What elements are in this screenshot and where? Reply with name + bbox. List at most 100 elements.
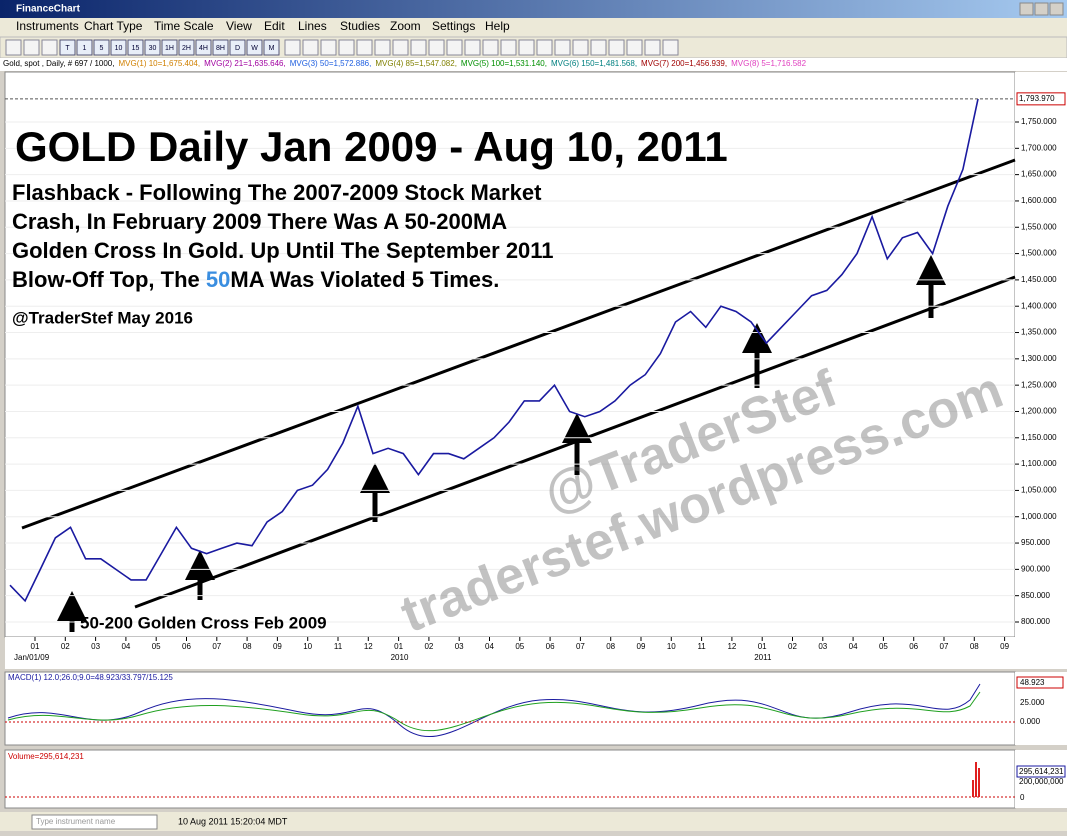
x-tick-label: 05	[879, 642, 888, 651]
tool-button[interactable]	[284, 39, 301, 56]
tool-button[interactable]	[500, 39, 517, 56]
tool-button[interactable]	[178, 39, 195, 56]
chart-title: GOLD Daily Jan 2009 - Aug 10, 2011	[15, 123, 728, 170]
menu-item[interactable]: Edit	[264, 19, 285, 33]
x-tick-label: 04	[849, 642, 858, 651]
x-tick-label: 06	[182, 642, 191, 651]
volume-label: Volume=295,614,231	[8, 752, 84, 761]
instrument-input[interactable]	[31, 814, 158, 830]
menu-item[interactable]: Zoom	[390, 19, 421, 33]
tool-button[interactable]	[195, 39, 212, 56]
x-tick-label: 04	[121, 642, 130, 651]
tool-button[interactable]	[263, 39, 280, 56]
info-item: MVG(7) 200=1,456.939,	[641, 59, 727, 68]
menu-item[interactable]: Chart Type	[84, 19, 143, 33]
subtitle-part: 50	[206, 267, 230, 292]
tool-button[interactable]	[536, 39, 553, 56]
menu-bar	[0, 18, 1067, 37]
tool-button[interactable]	[127, 39, 144, 56]
info-item: MVG(1) 10=1,675.404,	[118, 59, 200, 68]
x-tick-label: 02	[788, 642, 797, 651]
x-tick-label: 08	[243, 642, 252, 651]
price-axis	[1015, 72, 1067, 669]
tool-button[interactable]	[644, 39, 661, 56]
tool-button[interactable]	[356, 39, 373, 56]
tool-label: 8H	[216, 45, 225, 52]
tool-button[interactable]	[246, 39, 263, 56]
x-tick-label: 05	[152, 642, 161, 651]
x-tick-label: 01	[394, 642, 403, 651]
y-tick-label: 1,450.000	[1021, 275, 1057, 284]
menu-item[interactable]: Lines	[298, 19, 327, 33]
x-tick-label: 12	[364, 642, 373, 651]
price-line	[9, 98, 979, 603]
tool-button[interactable]	[662, 39, 679, 56]
last-price-box	[1016, 92, 1066, 106]
tool-button[interactable]	[144, 39, 161, 56]
y-tick-label: 1,300.000	[1021, 354, 1057, 363]
x-tick-label: 08	[970, 642, 979, 651]
tool-button[interactable]	[464, 39, 481, 56]
tool-button[interactable]	[212, 39, 229, 56]
tool-button[interactable]	[76, 39, 93, 56]
y-tick-label: 1,600.000	[1021, 196, 1057, 205]
tool-button[interactable]	[392, 39, 409, 56]
x-tick-label: 03	[818, 642, 827, 651]
menu-item[interactable]: View	[226, 19, 252, 33]
tool-button[interactable]	[93, 39, 110, 56]
arrows	[57, 255, 946, 632]
tool-button[interactable]	[374, 39, 391, 56]
y-tick-label: 1,700.000	[1021, 143, 1057, 152]
status-time: 10 Aug 2011 15:20:04 MDT	[178, 816, 288, 826]
tool-button[interactable]	[229, 39, 246, 56]
y-tick-label: 950.000	[1021, 538, 1050, 547]
menu-item[interactable]: Settings	[432, 19, 475, 33]
tool-label: 5	[100, 45, 104, 52]
macd-signal	[7, 691, 981, 732]
tool-button[interactable]	[572, 39, 589, 56]
tool-button[interactable]	[608, 39, 625, 56]
x-tick-label: 03	[455, 642, 464, 651]
x-tick-label: 07	[576, 642, 585, 651]
volume-current-box	[1016, 765, 1066, 778]
x-tick-label: 10	[667, 642, 676, 651]
x-tick-label: 09	[273, 642, 282, 651]
macd-label: MACD(1) 12.0;26.0;9.0=48.923/33.797/15.1…	[8, 673, 173, 682]
menu-item[interactable]: Studies	[340, 19, 380, 33]
year-label: 2011	[754, 653, 772, 662]
tool-button[interactable]	[590, 39, 607, 56]
last-price-label: 1,793.970	[1019, 94, 1055, 103]
tool-button[interactable]	[338, 39, 355, 56]
tool-button[interactable]	[302, 39, 319, 56]
menu-item[interactable]: Instruments	[16, 19, 79, 33]
tool-button[interactable]	[59, 39, 76, 56]
x-tick-label: 08	[606, 642, 615, 651]
tool-label: 1	[83, 45, 87, 52]
y-tick-label: 1,000.000	[1021, 512, 1057, 521]
window-buttons[interactable]	[1019, 2, 1064, 16]
tool-button[interactable]	[410, 39, 427, 56]
tool-button[interactable]	[446, 39, 463, 56]
tool-button[interactable]	[5, 39, 22, 56]
tool-button[interactable]	[518, 39, 535, 56]
macd-tick: 25.000	[1020, 698, 1045, 707]
subtitle-line: Golden Cross In Gold. Up Until The Septe…	[12, 238, 554, 263]
menu-item[interactable]: Help	[485, 19, 510, 33]
tool-button[interactable]	[626, 39, 643, 56]
year-label: Jan/01/09	[14, 653, 50, 662]
title-bar	[0, 0, 1067, 18]
x-tick-label: 12	[727, 642, 736, 651]
tool-button[interactable]	[554, 39, 571, 56]
tool-button[interactable]	[41, 39, 58, 56]
subtitle-line: Flashback - Following The 2007-2009 Stoc…	[12, 180, 542, 205]
macd-tick: 0.000	[1020, 717, 1041, 726]
menu-item[interactable]: Time Scale	[154, 19, 214, 33]
macd-line	[7, 683, 981, 737]
tool-button[interactable]	[110, 39, 127, 56]
tool-label: 30	[149, 45, 157, 52]
tool-button[interactable]	[428, 39, 445, 56]
tool-button[interactable]	[161, 39, 178, 56]
tool-button[interactable]	[320, 39, 337, 56]
tool-button[interactable]	[23, 39, 40, 56]
tool-button[interactable]	[482, 39, 499, 56]
